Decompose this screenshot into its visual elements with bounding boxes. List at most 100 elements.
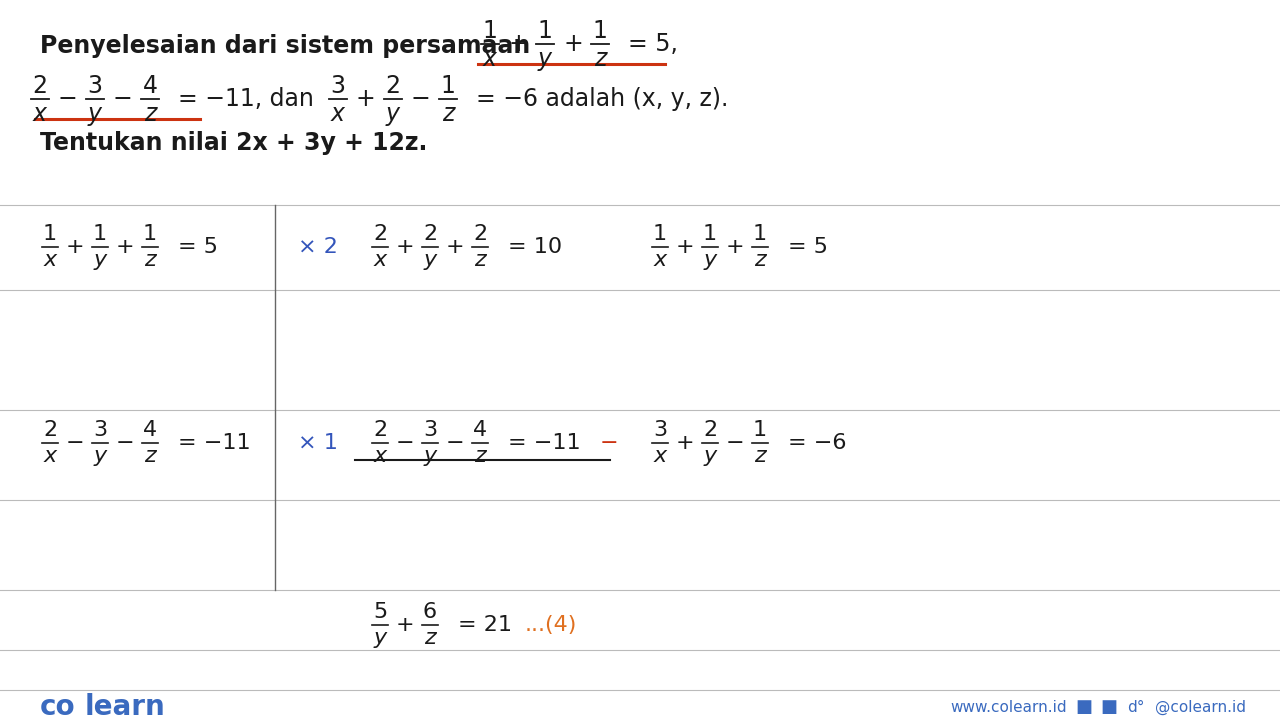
Text: 1: 1 [93,224,108,244]
Text: −: − [115,433,134,453]
Text: z: z [145,446,156,467]
Text: x: x [483,47,497,71]
Text: ...(4): ...(4) [525,615,577,635]
Text: 3: 3 [653,420,667,440]
Text: +: + [563,32,582,56]
Text: 1: 1 [593,19,608,42]
Text: = 5,: = 5, [628,32,678,56]
Text: = 21: = 21 [458,615,512,635]
Text: 1: 1 [538,19,553,42]
Text: = −11: = −11 [508,433,581,453]
Text: 5: 5 [372,602,387,622]
Text: 1: 1 [753,420,767,440]
Text: 6: 6 [422,602,436,622]
Text: 4: 4 [142,73,157,98]
Text: x: x [374,446,387,467]
Text: y: y [374,629,387,649]
Text: y: y [93,446,106,467]
Text: z: z [474,251,486,271]
Text: y: y [424,446,436,467]
Text: 1: 1 [44,224,58,244]
Text: +: + [396,237,415,257]
Text: +: + [115,237,134,257]
Text: z: z [143,102,156,126]
Text: x: x [44,446,56,467]
Text: −: − [410,87,430,112]
Text: y: y [538,47,552,71]
Text: y: y [88,102,102,126]
Text: x: x [44,251,56,271]
Text: z: z [145,251,156,271]
Text: 1: 1 [440,73,456,98]
Text: 1: 1 [483,19,498,42]
Text: = 5: = 5 [788,237,828,257]
Text: y: y [704,446,717,467]
Text: x: x [332,102,346,126]
Text: 1: 1 [143,224,157,244]
Text: −: − [113,87,132,112]
Text: 2: 2 [385,73,401,98]
Text: learn: learn [84,693,165,720]
Text: x: x [653,446,667,467]
Text: −: − [58,87,77,112]
Text: = 10: = 10 [508,237,562,257]
Text: = −6 adalah (x, y, z).: = −6 adalah (x, y, z). [476,87,728,112]
Text: y: y [704,251,717,271]
Text: z: z [442,102,454,126]
Text: 2: 2 [703,420,717,440]
Text: z: z [594,47,607,71]
Text: +: + [355,87,375,112]
Text: z: z [424,629,435,649]
Text: −: − [600,433,618,453]
Text: @colearn.id: @colearn.id [1155,699,1245,715]
Text: = 5: = 5 [178,237,218,257]
Text: 2: 2 [44,420,58,440]
Text: 2: 2 [372,420,387,440]
Text: +: + [676,237,694,257]
Text: y: y [93,251,106,271]
Text: +: + [65,237,84,257]
Text: 3: 3 [422,420,436,440]
Text: y: y [387,102,399,126]
Text: 1: 1 [653,224,667,244]
Text: 2: 2 [32,73,47,98]
Text: Penyelesaian dari sistem persamaan: Penyelesaian dari sistem persamaan [40,34,530,58]
Text: × 1: × 1 [298,433,338,453]
Text: × 2: × 2 [298,237,338,257]
Text: +: + [726,237,744,257]
Text: 3: 3 [87,73,102,98]
Text: +: + [396,615,415,635]
Text: 4: 4 [472,420,488,440]
Text: 2: 2 [472,224,488,244]
Text: Tentukan nilai 2x + 3y + 12z.: Tentukan nilai 2x + 3y + 12z. [40,131,428,155]
Text: x: x [653,251,667,271]
Text: www.colearn.id: www.colearn.id [950,700,1066,714]
Text: 1: 1 [753,224,767,244]
Text: −: − [445,433,465,453]
Text: co: co [40,693,76,720]
Text: 2: 2 [372,224,387,244]
Text: +: + [445,237,465,257]
Text: z: z [474,446,486,467]
Text: 3: 3 [93,420,108,440]
Text: −: − [65,433,84,453]
Text: +: + [508,32,527,56]
Text: ■: ■ [1100,698,1117,716]
Text: 1: 1 [703,224,717,244]
Text: z: z [754,251,765,271]
Text: = −11, dan: = −11, dan [178,87,314,112]
Text: z: z [754,446,765,467]
Text: y: y [424,251,436,271]
Text: 2: 2 [422,224,436,244]
Text: 3: 3 [330,73,346,98]
Text: x: x [374,251,387,271]
Text: −: − [726,433,744,453]
Text: −: − [396,433,415,453]
Text: ■: ■ [1075,698,1092,716]
Text: d°: d° [1126,700,1144,714]
Text: +: + [676,433,694,453]
Text: x: x [33,102,47,126]
Text: = −11: = −11 [178,433,251,453]
Text: = −6: = −6 [788,433,846,453]
Text: 4: 4 [143,420,157,440]
